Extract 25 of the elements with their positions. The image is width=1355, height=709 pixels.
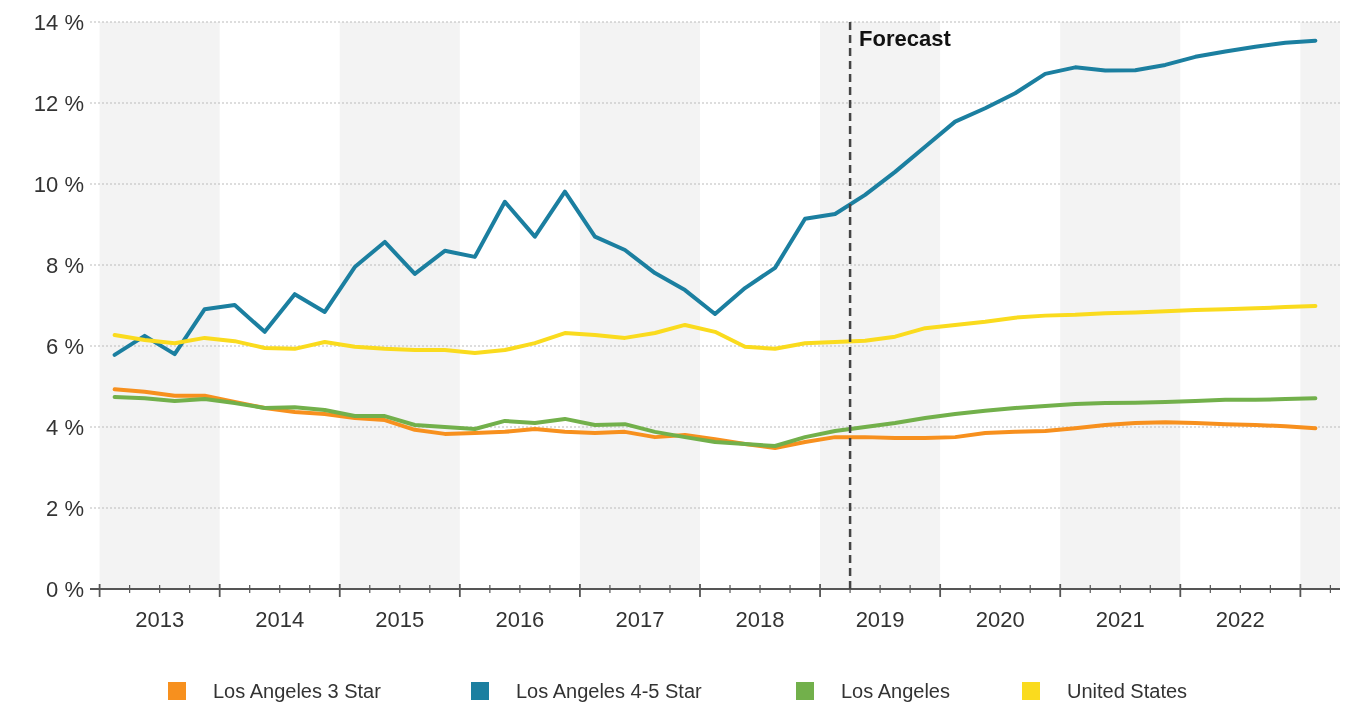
ref-line-label: Forecast	[859, 26, 952, 51]
x-tick-label: 2014	[255, 607, 305, 632]
x-tick-label: 2021	[1095, 607, 1145, 632]
y-tick-label: 14 %	[33, 9, 84, 35]
legend-label: Los Angeles 3 Star	[213, 680, 382, 702]
x-tick-label: 2019	[855, 607, 905, 632]
x-tick-label: 2022	[1215, 607, 1265, 632]
y-tick-label: 6 %	[46, 333, 84, 359]
x-tick-label: 2017	[615, 607, 665, 632]
legend-label: Los Angeles	[841, 680, 950, 702]
y-tick-label: 4 %	[46, 414, 84, 440]
y-tick-label: 0 %	[46, 576, 84, 602]
x-tick-label: 2015	[375, 607, 425, 632]
line-series	[112, 303, 1318, 355]
y-tick-label: 12 %	[33, 90, 84, 116]
y-tick-label: 10 %	[33, 171, 84, 197]
y-tick-label: 2 %	[46, 495, 84, 521]
line-series	[112, 395, 1318, 449]
legend-label: United States	[1067, 680, 1188, 702]
x-tick-label: 2013	[135, 607, 185, 632]
legend-label: Los Angeles 4-5 Star	[516, 680, 703, 702]
x-tick-label: 2020	[975, 607, 1025, 632]
x-tick-label: 2018	[735, 607, 785, 632]
x-tick-label: 2016	[495, 607, 545, 632]
y-tick-label: 8 %	[46, 252, 84, 278]
